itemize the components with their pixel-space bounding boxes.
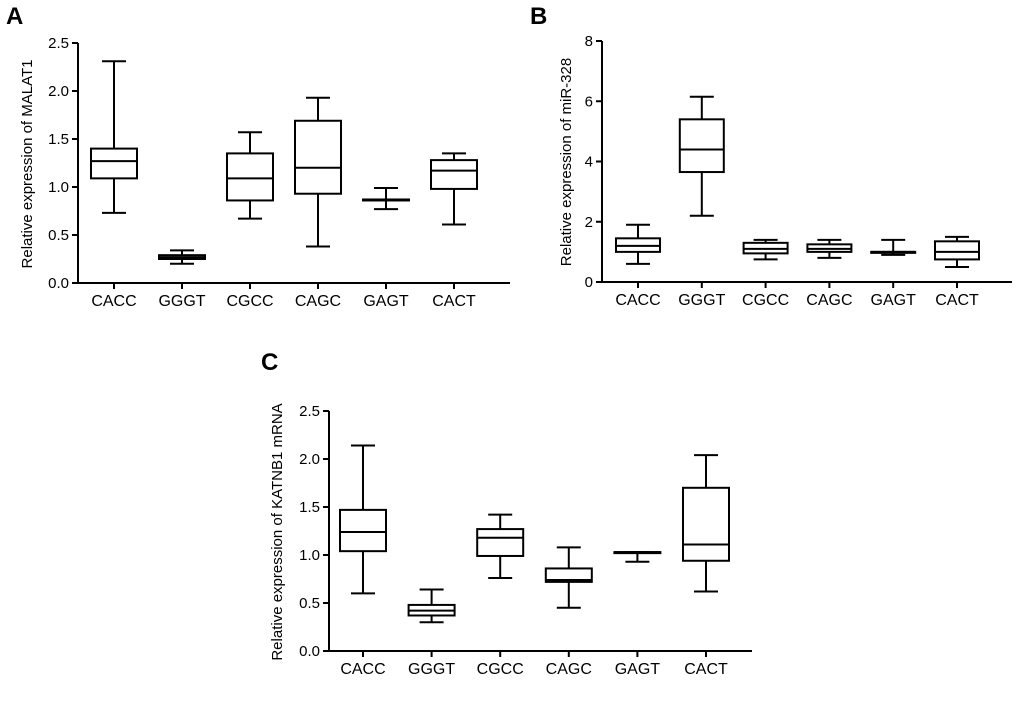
panel-c-y-tick-label: 0.0: [299, 643, 320, 660]
panel-b-category-label: GGGT: [678, 292, 725, 309]
panel-a-y-axis-label: Relative expression of MALAT1: [19, 60, 36, 269]
panel-c-box: [476, 528, 525, 557]
panel-b-letter: B: [530, 3, 547, 30]
panel-b-y-tick-label: 8: [585, 33, 593, 50]
panel-b-box: [678, 118, 725, 174]
panel-c-letter: C: [261, 349, 278, 376]
panel-c-category-label: CAGC: [546, 661, 592, 678]
panel-c-category-label: GGGT: [408, 661, 455, 678]
panel-a-y-tick-label: 1.5: [48, 131, 69, 148]
panel-b-category-label: CAGC: [806, 292, 852, 309]
panel-b-category-label: CACT: [935, 292, 979, 309]
panel-a: A Relative expression of MALAT1 0.0 0.5 1.…: [6, 3, 510, 310]
panel-b-y-tick-label: 4: [585, 154, 593, 171]
panel-b-y-tick-label: 2: [585, 214, 593, 231]
panel-c-category-label: CGCC: [477, 661, 524, 678]
panel-a-y-tick-label: 2.5: [48, 35, 69, 52]
panel-a-letter: A: [6, 3, 23, 30]
panel-b: B Relative expression of miR-328 0 2 4 6 8 CA…: [530, 3, 1012, 309]
panel-b-box: [934, 240, 980, 261]
panel-a-y-tick-label: 0.0: [48, 275, 69, 292]
panel-c-y-tick-label: 2.5: [299, 403, 320, 420]
panel-c-category-label: GAGT: [615, 661, 661, 678]
panel-a-category-label: GGGT: [158, 293, 205, 310]
panel-c-y-tick-label: 1.5: [299, 499, 320, 516]
panel-c-y-tick-label: 0.5: [299, 595, 320, 612]
panel-a-box: [294, 119, 342, 195]
panel-a-box: [226, 152, 274, 202]
panel-a-y-tick-label: 0.5: [48, 227, 69, 244]
panel-c-category-label: CACC: [340, 661, 385, 678]
panel-c-box: [339, 508, 387, 553]
panel-c-category-label: CACT: [684, 661, 728, 678]
panel-a-category-label: GAGT: [363, 293, 409, 310]
panel-b-category-label: GAGT: [871, 292, 917, 309]
panel-a-y-tick-label: 2.0: [48, 83, 69, 100]
panel-b-y-tick-label: 0: [585, 274, 593, 291]
panel-c-box: [682, 486, 730, 562]
panel-a-category-label: CACC: [91, 293, 136, 310]
panel-a-box: [90, 147, 138, 180]
panel-b-category-label: CACC: [615, 292, 660, 309]
panel-b-y-tick-label: 6: [585, 93, 593, 110]
panel-a-box: [430, 159, 478, 190]
panel-c-box: [544, 567, 593, 583]
panel-b-category-label: CGCC: [742, 292, 789, 309]
panel-c-y-tick-label: 1.0: [299, 547, 320, 564]
panel-b-y-axis-label: Relative expression of miR-328: [558, 58, 575, 266]
panel-a-category-label: CAGC: [295, 293, 341, 310]
panel-c-y-axis-label: Relative expression of KATNB1 mRNA: [269, 403, 286, 660]
panel-c: C Relative expression of KATNB1 mRNA 0.0…: [261, 349, 752, 678]
panel-a-y-tick-label: 1.0: [48, 179, 69, 196]
panel-c-y-tick-label: 2.0: [299, 451, 320, 468]
panel-a-category-label: CGCC: [226, 293, 273, 310]
panel-a-category-label: CACT: [432, 293, 476, 310]
